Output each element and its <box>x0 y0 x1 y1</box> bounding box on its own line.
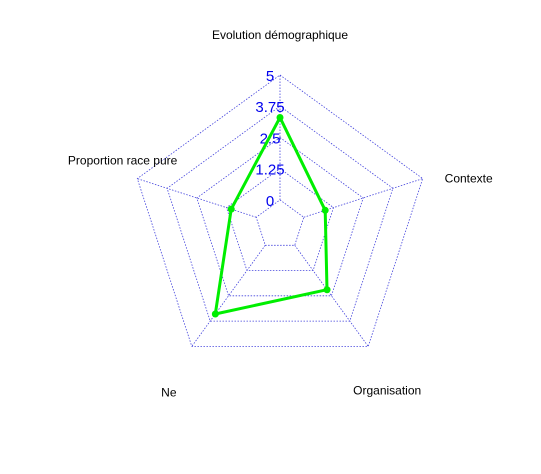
grid-ring <box>255 199 305 246</box>
axis-label: Organisation <box>353 383 421 397</box>
radar-grid <box>136 74 424 347</box>
data-point <box>276 113 284 121</box>
tick-label: 5 <box>266 68 274 85</box>
axis-label: Evolution démographique <box>212 28 348 42</box>
grid-ring <box>226 168 334 271</box>
grid-ring <box>166 105 394 322</box>
radar-axis-labels: Evolution démographique Contexte Organisat… <box>68 28 493 399</box>
axis-label: Contexte <box>445 172 493 186</box>
axis-label: Proportion race pure <box>68 154 178 168</box>
tick-label: 3.75 <box>255 99 284 116</box>
axis-label: Ne <box>161 385 177 399</box>
data-point <box>211 310 219 318</box>
tick-label: 1.25 <box>255 162 284 179</box>
radar-series <box>211 113 331 318</box>
tick-label: 0 <box>266 193 274 210</box>
data-point <box>227 205 235 213</box>
data-point <box>323 286 331 294</box>
data-point <box>321 206 329 214</box>
series-line <box>213 116 329 316</box>
